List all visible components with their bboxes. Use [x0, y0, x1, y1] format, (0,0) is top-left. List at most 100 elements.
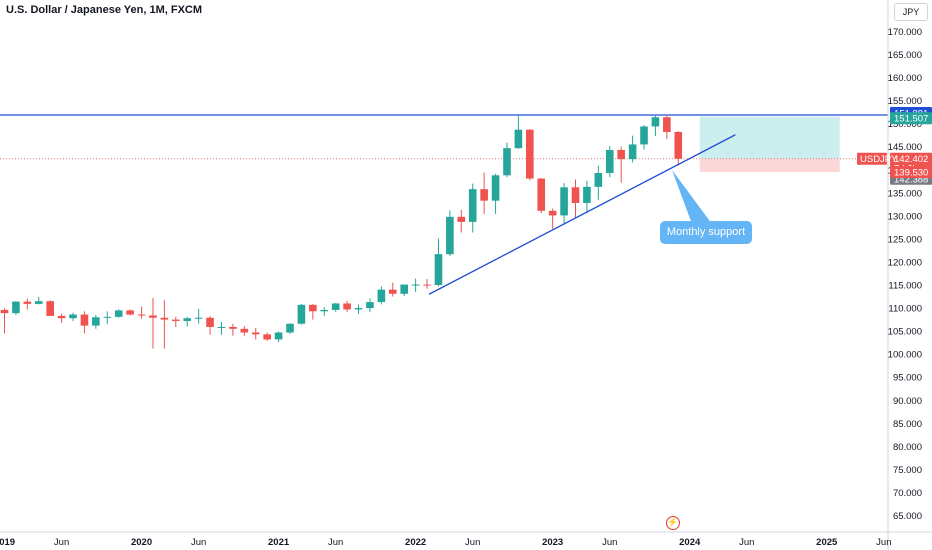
- time-tick-label: 2025: [816, 537, 838, 548]
- candle-body: [286, 323, 294, 333]
- candle-body: [400, 284, 408, 294]
- price-tick-label: 65.000: [893, 511, 922, 522]
- last-price-tag: 142.402: [894, 154, 928, 165]
- monthly-support-callout[interactable]: Monthly support: [660, 221, 752, 244]
- candle-body: [12, 301, 20, 314]
- candle-body: [126, 310, 134, 315]
- candle-body: [480, 189, 488, 201]
- profit-zone: [699, 116, 840, 159]
- candle-body: [377, 289, 386, 303]
- candle-body: [491, 175, 500, 201]
- candle-body: [57, 315, 66, 319]
- time-tick-label: 2020: [131, 537, 152, 548]
- drawings: [428, 134, 736, 295]
- chart-title: U.S. Dollar / Japanese Yen, 1M, FXCM: [6, 4, 203, 16]
- candle-body: [560, 187, 568, 216]
- time-tick-label: 2019: [0, 537, 15, 548]
- time-tick-label: Jun: [54, 537, 69, 548]
- candles: [0, 114, 683, 349]
- time-tick-label: Jun: [602, 537, 617, 548]
- time-tick-label: 2022: [405, 537, 426, 548]
- candle-body: [617, 149, 625, 160]
- candle-body: [388, 289, 397, 294]
- candle-body: [548, 210, 557, 216]
- candle-body: [297, 304, 306, 324]
- entry-price-tag: 142.388: [894, 175, 928, 186]
- candle-body: [80, 314, 89, 326]
- time-tick-label: 2024: [679, 537, 701, 548]
- candle-body: [149, 315, 157, 318]
- candle-body: [114, 310, 123, 317]
- candle-body: [343, 303, 351, 310]
- candle-body: [263, 334, 271, 340]
- candle-body: [206, 317, 214, 327]
- price-tick-label: 75.000: [893, 465, 922, 476]
- candle-body: [0, 309, 9, 314]
- price-tick-label: 95.000: [893, 373, 922, 384]
- candle-body: [194, 317, 203, 319]
- price-tick-label: 110.000: [888, 304, 922, 315]
- candle-body: [46, 301, 54, 316]
- candle-body: [366, 302, 374, 309]
- candle-body: [571, 187, 580, 203]
- currency-button[interactable]: JPY: [894, 3, 928, 21]
- candle-body: [23, 301, 32, 304]
- price-tick-label: 130.000: [888, 211, 922, 222]
- price-tick-label: 170.000: [888, 27, 922, 38]
- price-tick-label: 115.000: [888, 281, 922, 292]
- candle-body: [137, 314, 146, 316]
- price-tick-label: 125.000: [888, 234, 922, 245]
- price-axis[interactable]: 65.000 70.000 75.000 80.000 85.000 90.000 95.0…: [887, 0, 922, 550]
- time-axis[interactable]: 2019 Jun 2020 Jun 2021 Jun 2022 Jun 2023 Jun 2024 J…: [0, 531, 932, 548]
- symbol-tag-bg: [857, 152, 887, 165]
- candle-body: [183, 318, 192, 321]
- time-tick-label: Jun: [328, 537, 343, 548]
- price-tick-label: 165.000: [888, 50, 922, 61]
- candle-body: [217, 326, 226, 328]
- candle-body: [274, 332, 283, 340]
- candle-body: [309, 304, 317, 312]
- lightning-bolt-icon[interactable]: ⚡: [666, 516, 680, 530]
- candle-body: [251, 332, 260, 335]
- candle-body: [331, 303, 340, 310]
- candle-body: [240, 328, 249, 333]
- time-tick-label: Jun: [465, 537, 480, 548]
- price-tick-label: 160.000: [888, 73, 922, 84]
- candle-body: [320, 309, 329, 312]
- candle-body: [92, 317, 100, 326]
- time-tick-label: Jun: [739, 537, 754, 548]
- candle-body: [663, 117, 671, 132]
- price-tick-label: 105.000: [888, 327, 922, 338]
- price-tick-label: 80.000: [893, 442, 922, 453]
- candle-body: [34, 301, 43, 304]
- time-tick-label: Jun: [191, 537, 206, 548]
- candle-body: [526, 129, 534, 179]
- candle-body: [423, 284, 431, 286]
- candle-body: [651, 117, 660, 127]
- candle-body: [674, 131, 683, 159]
- candle-body: [628, 144, 637, 160]
- price-tick-label: 145.000: [888, 142, 922, 153]
- candle-body: [69, 314, 77, 319]
- callout-pointer: [672, 170, 712, 224]
- price-tick-label: 135.000: [888, 188, 922, 199]
- price-lines: [0, 114, 888, 160]
- time-tick-label: 2021: [268, 537, 290, 548]
- candle-body: [103, 316, 112, 318]
- target-price-tag: 151.507: [894, 114, 928, 125]
- time-tick-label: Jun: [876, 537, 891, 548]
- candle-body: [457, 216, 466, 222]
- candle-body: [446, 216, 454, 255]
- price-tick-label: 70.000: [893, 488, 922, 499]
- candle-body: [503, 148, 511, 176]
- price-tick-label: 155.000: [888, 96, 922, 107]
- price-tick-label: 120.000: [888, 257, 922, 268]
- candle-body: [594, 173, 603, 187]
- stop-price-tag-bg: [890, 165, 932, 178]
- price-tick-label: 150.000: [888, 119, 922, 130]
- stop-price-tag: 139.530: [894, 167, 928, 178]
- price-tick-label: 100.000: [888, 350, 922, 361]
- price-tick-label: 85.000: [893, 419, 922, 430]
